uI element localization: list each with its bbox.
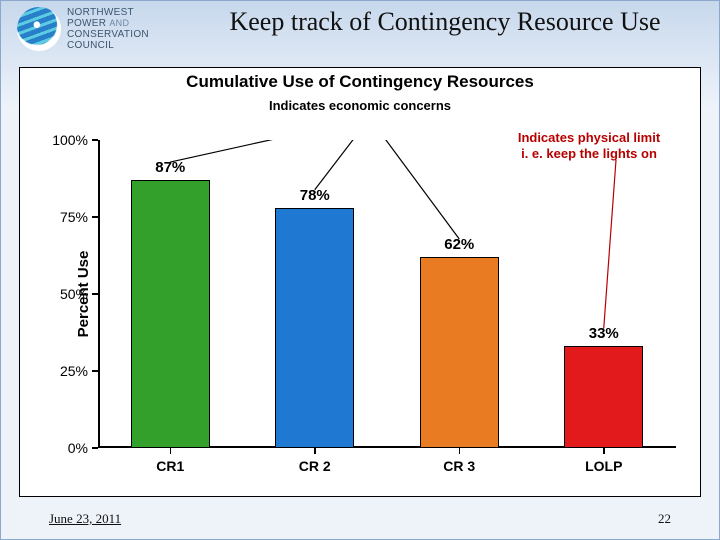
y-tick	[92, 216, 98, 218]
bar	[420, 257, 499, 448]
bar-value-label: 62%	[444, 236, 474, 253]
slide-title: Keep track of Contingency Resource Use	[201, 7, 689, 36]
swirl-icon	[17, 7, 61, 51]
x-tick-label: CR1	[156, 458, 184, 474]
y-tick-label: 0%	[68, 440, 88, 456]
x-tick	[603, 448, 605, 454]
chart-title: Cumulative Use of Contingency Resources	[20, 72, 700, 92]
brand-line2a: POWER	[67, 18, 106, 29]
y-tick	[92, 447, 98, 449]
footer-date: June 23, 2011	[49, 511, 121, 527]
bar	[131, 180, 210, 448]
bar	[275, 208, 354, 448]
chart-container: Cumulative Use of Contingency Resources …	[19, 67, 701, 497]
x-tick-label: LOLP	[585, 458, 622, 474]
y-tick	[92, 139, 98, 141]
y-tick-label: 25%	[60, 363, 88, 379]
brand-line1: NORTHWEST	[67, 7, 134, 18]
brand-logo-text: NORTHWEST POWER AND CONSERVATION COUNCIL	[67, 7, 149, 51]
y-axis	[98, 140, 100, 448]
brand-line2b: AND	[109, 18, 129, 28]
x-tick-label: CR 3	[443, 458, 475, 474]
y-tick	[92, 370, 98, 372]
y-tick	[92, 293, 98, 295]
bar-value-label: 78%	[300, 187, 330, 204]
brand-logo: NORTHWEST POWER AND CONSERVATION COUNCIL	[17, 5, 187, 53]
x-tick	[170, 448, 172, 454]
y-tick-label: 75%	[60, 209, 88, 225]
y-tick-label: 100%	[52, 132, 88, 148]
bar-value-label: 87%	[155, 159, 185, 176]
bar-value-label: 33%	[589, 325, 619, 342]
x-tick	[459, 448, 461, 454]
x-tick-label: CR 2	[299, 458, 331, 474]
brand-line4: COUNCIL	[67, 40, 114, 51]
annotation-economic: Indicates economic concerns	[20, 98, 700, 113]
x-tick	[314, 448, 316, 454]
y-tick-label: 50%	[60, 286, 88, 302]
bar	[564, 346, 643, 448]
footer-page-number: 22	[658, 511, 671, 527]
plot-area: Percent Use 0%25%50%75%100%87%CR178%CR 2…	[98, 140, 676, 448]
brand-line3: CONSERVATION	[67, 29, 149, 40]
slide: NORTHWEST POWER AND CONSERVATION COUNCIL…	[0, 0, 720, 540]
